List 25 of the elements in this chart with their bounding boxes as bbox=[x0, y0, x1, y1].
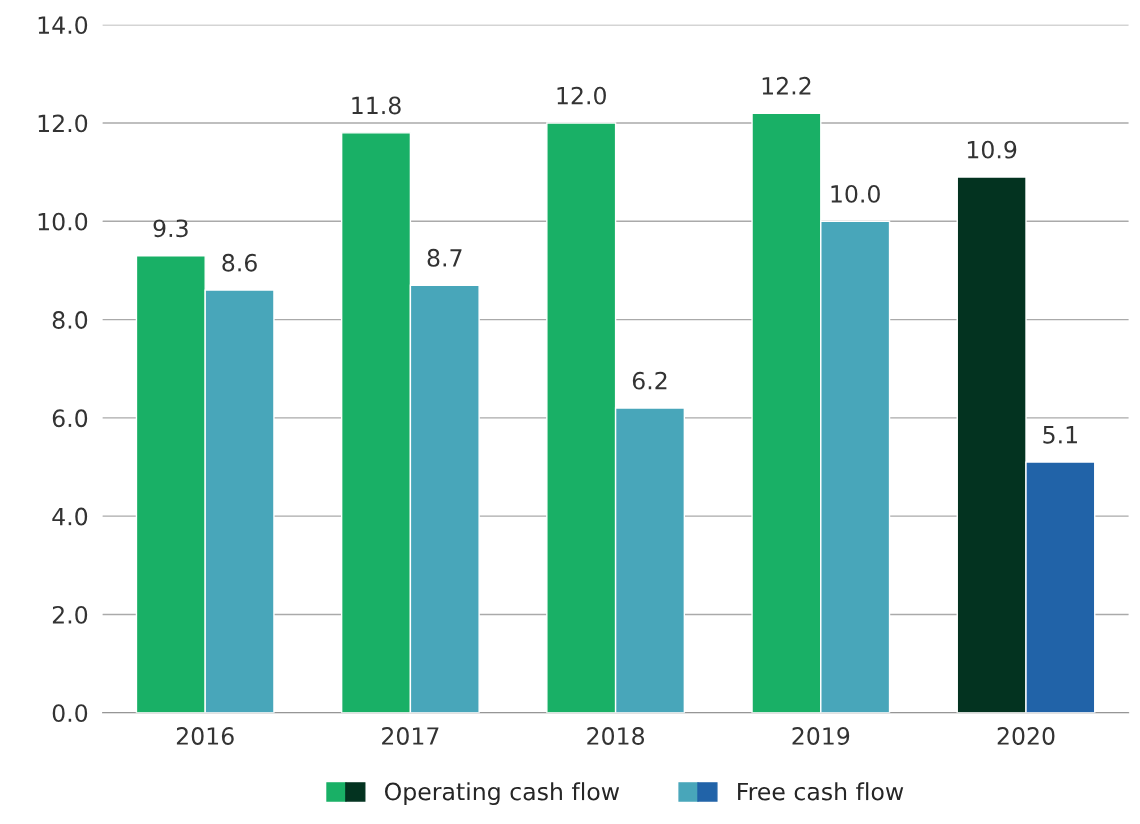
x-tick-label: 2020 bbox=[997, 727, 1055, 745]
data-label: 10.0 bbox=[831, 184, 880, 203]
y-tick-label: 6.0 bbox=[52, 409, 88, 428]
legend-label: Operating cash flow bbox=[384, 782, 620, 806]
x-tick-label: 2017 bbox=[382, 727, 439, 745]
data-label: 5.1 bbox=[1043, 426, 1077, 444]
x-tick-label: 2018 bbox=[587, 727, 645, 745]
data-label: 6.2 bbox=[632, 371, 667, 390]
y-tick-label: 12.0 bbox=[38, 114, 88, 133]
y-tick-label: 14.0 bbox=[38, 16, 88, 35]
x-tick-label: 2016 bbox=[176, 727, 234, 745]
y-tick-label: 10.0 bbox=[38, 212, 88, 231]
legend-label: Free cash flow bbox=[738, 782, 904, 801]
data-label: 11.8 bbox=[352, 96, 401, 115]
data-label: 9.3 bbox=[153, 219, 188, 238]
data-label: 10.9 bbox=[967, 140, 1017, 159]
data-label: 8.7 bbox=[427, 248, 462, 267]
data-label: 12.2 bbox=[762, 76, 811, 95]
data-label: 8.6 bbox=[222, 253, 257, 272]
y-tick-label: 2.0 bbox=[52, 605, 88, 624]
y-tick-label: 8.0 bbox=[52, 311, 88, 329]
data-label: 12.0 bbox=[557, 86, 606, 105]
y-tick-label: 0.0 bbox=[52, 704, 88, 723]
x-tick-label: 2019 bbox=[792, 727, 850, 745]
y-tick-label: 4.0 bbox=[52, 507, 88, 526]
